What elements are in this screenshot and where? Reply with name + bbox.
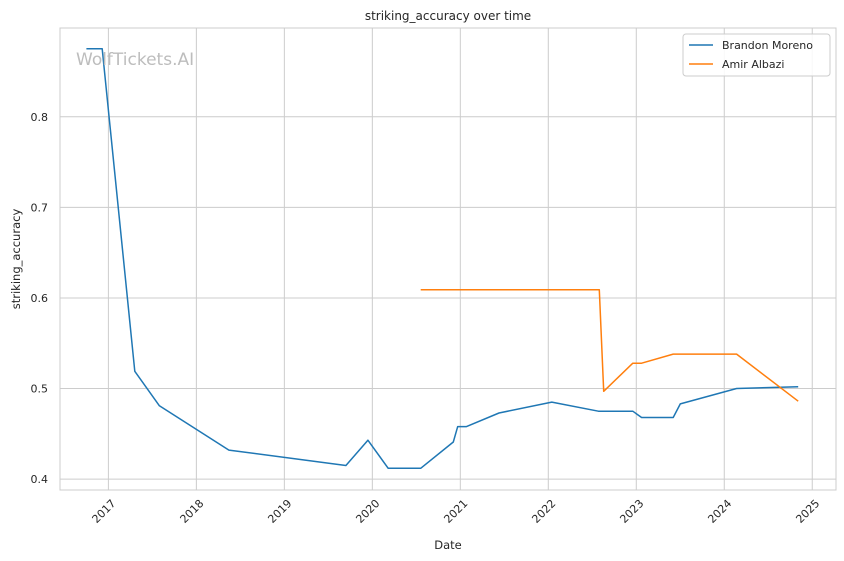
y-tick-label: 0.7	[31, 201, 49, 214]
series-line-amir-albazi	[420, 289, 799, 402]
y-tick-label: 0.4	[31, 473, 49, 486]
legend-label: Brandon Moreno	[722, 39, 813, 52]
chart-title: striking_accuracy over time	[365, 9, 531, 23]
plot-area-frame	[59, 27, 837, 491]
y-tick-label: 0.5	[31, 383, 49, 396]
grid-lines	[60, 28, 836, 490]
series-layer	[86, 48, 799, 470]
legend-box	[682, 33, 831, 77]
y-tick-label: 0.6	[31, 292, 49, 305]
legend: Brandon Moreno Amir Albazi	[682, 33, 831, 77]
series-line-brandon-moreno	[86, 48, 799, 470]
y-tick-label: 0.8	[31, 111, 49, 124]
watermark: WolfTickets.AI	[76, 50, 194, 70]
x-axis-label: Date	[434, 538, 462, 552]
legend-label: Amir Albazi	[722, 58, 784, 71]
y-axis-label: striking_accuracy	[9, 209, 23, 310]
